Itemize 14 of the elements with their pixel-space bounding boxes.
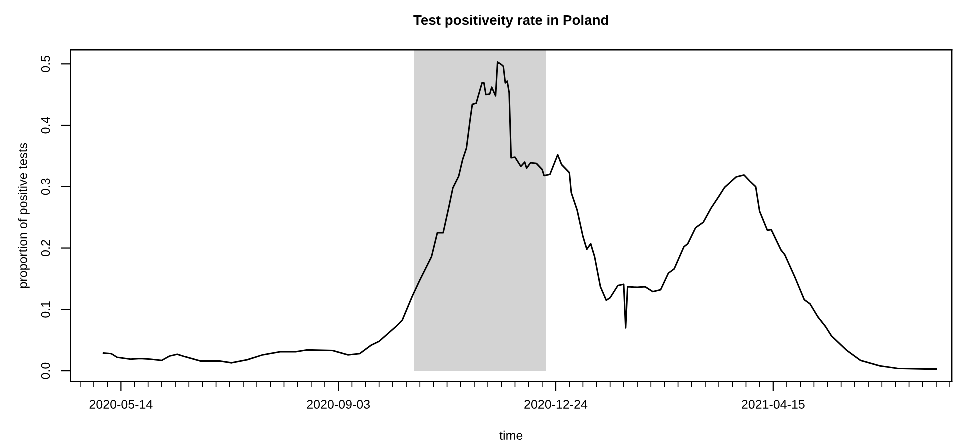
y-tick-label: 0.4 bbox=[41, 117, 50, 134]
y-axis-title: proportion of positive tests bbox=[18, 143, 30, 288]
y-tick-label: 0.1 bbox=[41, 302, 50, 318]
y-tick-label: 0.3 bbox=[41, 178, 50, 196]
y-tick-label: 0.5 bbox=[41, 56, 50, 72]
line-series bbox=[102, 62, 938, 370]
y-tick-label: 0.2 bbox=[41, 240, 50, 256]
x-tick-label: 2020-12-24 bbox=[524, 400, 588, 409]
x-tick-label: 2020-09-03 bbox=[307, 400, 370, 409]
y-tick-label: 0.0 bbox=[41, 362, 50, 380]
x-tick-label: 2021-04-15 bbox=[742, 400, 805, 409]
chart-title: Test positiveity rate in Poland bbox=[414, 14, 608, 28]
x-tick-label: 2020-05-14 bbox=[90, 400, 153, 409]
x-axis-title: time bbox=[500, 430, 523, 440]
